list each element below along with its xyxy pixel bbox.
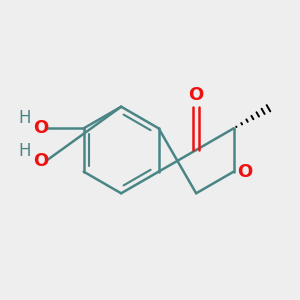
Text: O: O xyxy=(237,163,252,181)
Text: H: H xyxy=(18,110,31,128)
Text: O: O xyxy=(33,152,48,170)
Text: H: H xyxy=(18,142,31,160)
Text: O: O xyxy=(33,119,48,137)
Text: O: O xyxy=(188,86,204,104)
